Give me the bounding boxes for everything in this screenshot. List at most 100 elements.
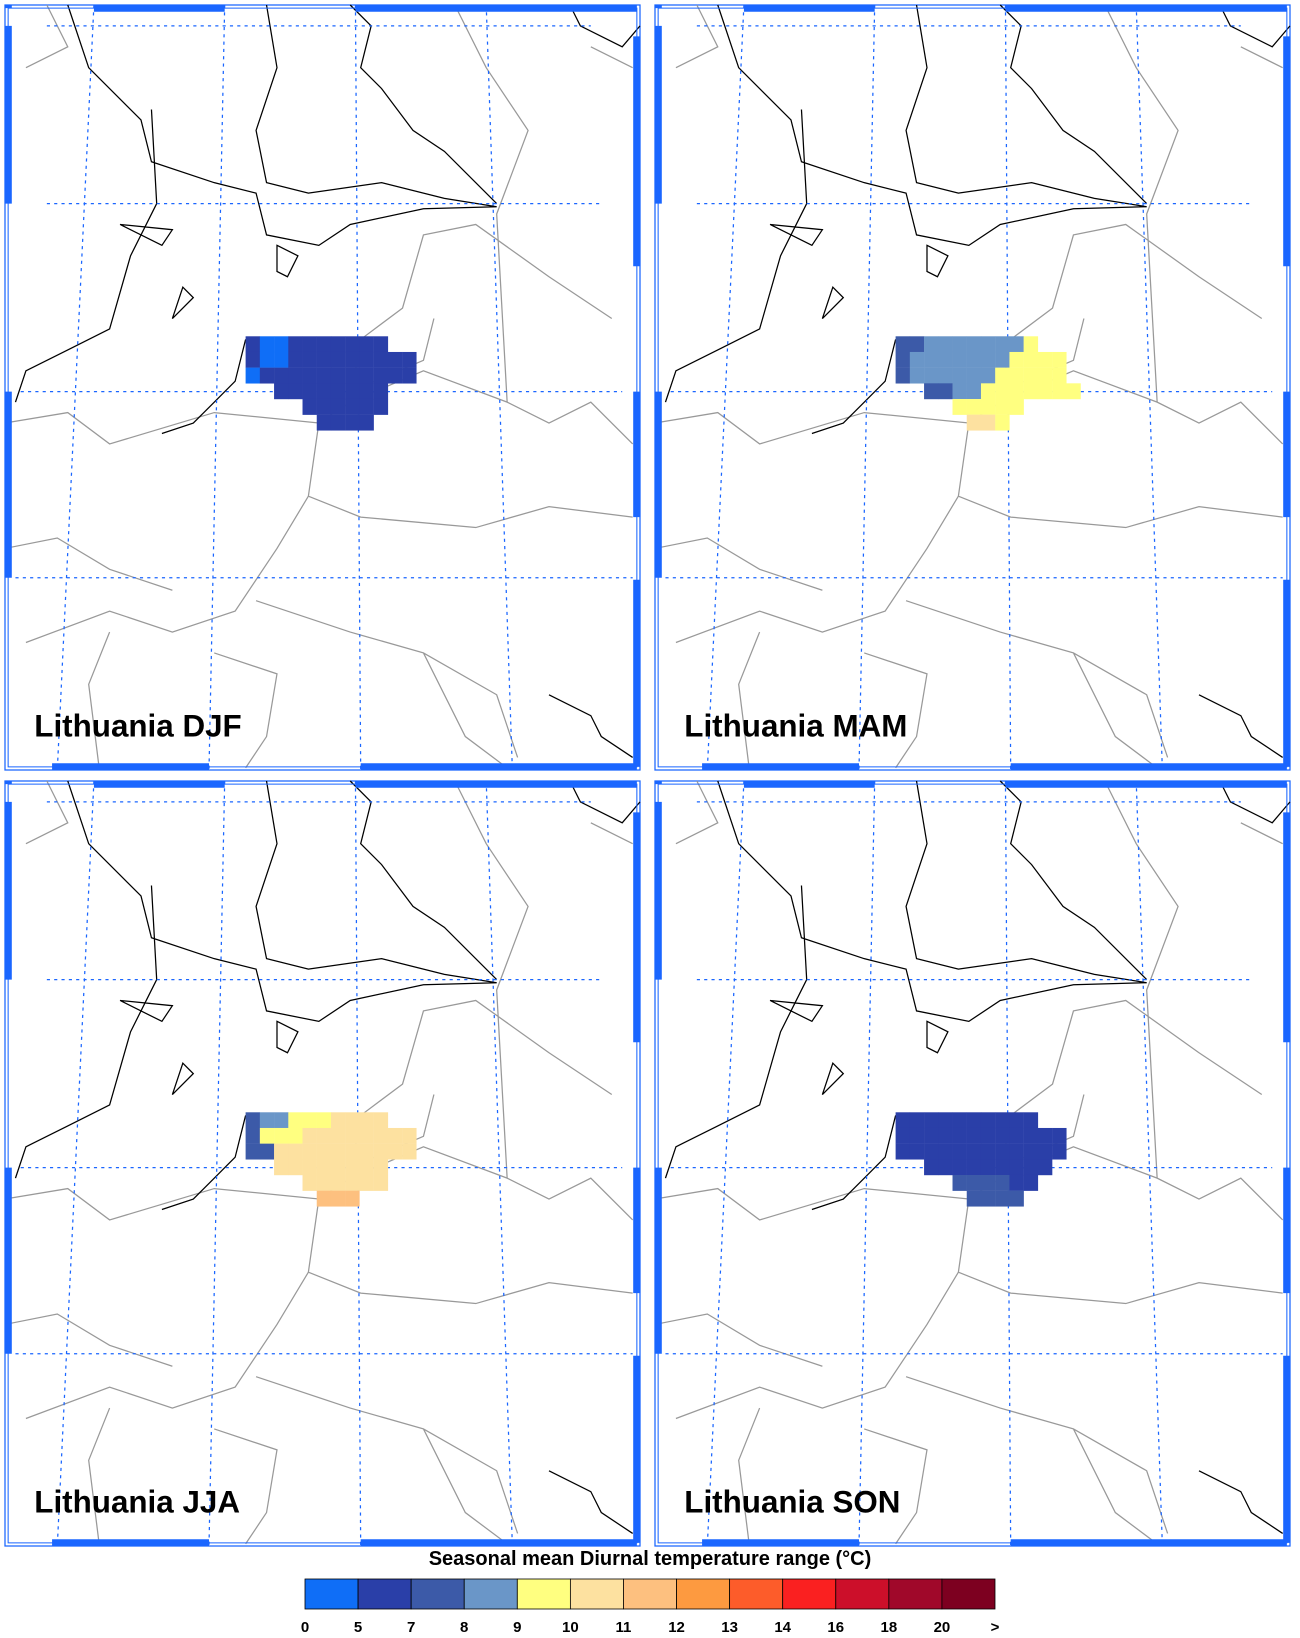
grid-cell <box>302 398 317 415</box>
panel-title: Lithuania SON <box>684 1485 900 1520</box>
grid-cell <box>373 1112 389 1129</box>
grid-cell <box>1052 383 1067 400</box>
grid-cell <box>316 1174 332 1191</box>
grid-cell <box>274 1127 289 1144</box>
colorbar-label: 14 <box>774 1619 791 1636</box>
grid-cell <box>402 1127 417 1144</box>
grid-cell <box>952 1159 967 1176</box>
grid-cell <box>359 367 374 384</box>
grid-cell <box>330 1127 346 1144</box>
grid-cell <box>359 1127 374 1144</box>
grid-cell <box>245 336 261 353</box>
grid-cell <box>952 1112 967 1129</box>
grid-cell <box>316 367 332 384</box>
grid-cell <box>966 1127 982 1144</box>
grid-cell <box>302 336 317 353</box>
grid-cell <box>288 351 303 368</box>
grid-cell <box>909 1112 925 1129</box>
grid-cell <box>909 367 925 384</box>
colorbar-swatch <box>835 1578 890 1610</box>
grid-cell <box>966 383 982 400</box>
grid-cell <box>302 1112 317 1129</box>
colorbar-label: 12 <box>668 1619 685 1636</box>
grid-cell <box>980 1190 996 1207</box>
grid-cell <box>995 1112 1010 1129</box>
grid-cell <box>938 1159 953 1176</box>
grid-cell <box>373 1174 389 1191</box>
grid-cell <box>1009 1127 1024 1144</box>
grid-cell <box>909 1143 925 1160</box>
grid-cell <box>980 1127 996 1144</box>
grid-cell <box>980 336 996 353</box>
grid-cell <box>966 336 982 353</box>
panel-title: Lithuania MAM <box>684 709 907 744</box>
grid-cell <box>1066 383 1081 400</box>
grid-cell <box>1052 367 1067 384</box>
grid-cell <box>288 1112 303 1129</box>
grid-cell <box>345 367 360 384</box>
grid-cell <box>966 1174 982 1191</box>
grid-cell <box>1009 383 1024 400</box>
grid-cell <box>274 367 289 384</box>
grid-cell <box>330 383 346 400</box>
grid-cell <box>316 1159 332 1176</box>
grid-cell <box>1052 351 1067 368</box>
grid-cell <box>924 351 939 368</box>
grid-cell <box>274 1159 289 1176</box>
colorbar-swatch <box>357 1578 412 1610</box>
grid-cell <box>1023 1112 1039 1129</box>
grid-cell <box>330 1112 346 1129</box>
grid-cell <box>966 351 982 368</box>
colorbar-label: 13 <box>721 1619 738 1636</box>
colorbar-swatch <box>941 1578 996 1610</box>
grid-cell <box>1023 351 1039 368</box>
grid-cell <box>345 351 360 368</box>
colorbar-swatch <box>782 1578 837 1610</box>
grid-cell <box>952 398 967 415</box>
grid-cell <box>402 351 417 368</box>
grid-cell <box>1037 367 1053 384</box>
grid-cell <box>373 383 389 400</box>
map-panel: Lithuania DJF <box>5 5 640 770</box>
grid-cell <box>952 351 967 368</box>
grid-cell <box>359 398 374 415</box>
grid-cell <box>995 414 1010 431</box>
grid-cell <box>1023 336 1039 353</box>
grid-cell <box>995 1174 1010 1191</box>
grid-cell <box>1052 1143 1067 1160</box>
grid-cell <box>1009 1190 1024 1207</box>
grid-cell <box>316 351 332 368</box>
grid-cell <box>245 1127 261 1144</box>
grid-cell <box>345 383 360 400</box>
grid-cell <box>288 336 303 353</box>
grid-cell <box>895 336 911 353</box>
grid-cell <box>924 383 939 400</box>
grid-cell <box>359 383 374 400</box>
grid-cell <box>330 1190 346 1207</box>
grid-cell <box>895 1127 911 1144</box>
grid-cell <box>302 1159 317 1176</box>
panel-title: Lithuania DJF <box>34 709 241 744</box>
map-panel: Lithuania JJA <box>5 781 640 1546</box>
grid-cell <box>302 367 317 384</box>
grid-cell <box>938 383 953 400</box>
grid-cell <box>259 367 275 384</box>
grid-cell <box>995 367 1010 384</box>
grid-cell <box>995 336 1010 353</box>
panel-title: Lithuania JJA <box>34 1485 240 1520</box>
grid-cell <box>274 1112 289 1129</box>
grid-cell <box>316 383 332 400</box>
grid-cell <box>330 414 346 431</box>
colorbar-title: Seasonal mean Diurnal temperature range … <box>429 1548 872 1570</box>
grid-cell <box>1009 336 1024 353</box>
grid-cell <box>274 383 289 400</box>
grid-cell <box>373 398 389 415</box>
grid-cell <box>980 383 996 400</box>
grid-cell <box>302 1174 317 1191</box>
grid-cell <box>359 1143 374 1160</box>
grid-cell <box>924 336 939 353</box>
grid-cell <box>895 367 911 384</box>
grid-cell <box>980 414 996 431</box>
map-panel: Lithuania SON <box>655 781 1290 1546</box>
